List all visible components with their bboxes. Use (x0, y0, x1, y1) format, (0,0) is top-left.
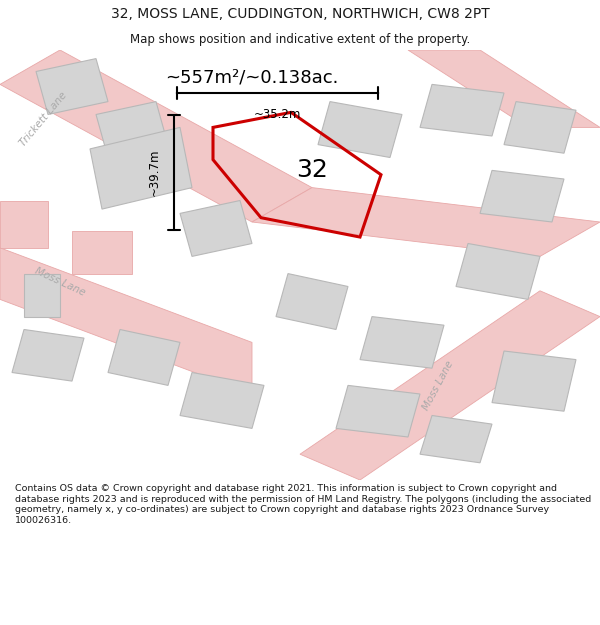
Text: Trickett Lane: Trickett Lane (17, 90, 69, 148)
Text: ~39.7m: ~39.7m (148, 149, 161, 196)
Polygon shape (252, 188, 600, 256)
Polygon shape (12, 329, 84, 381)
Polygon shape (0, 201, 48, 248)
Polygon shape (420, 84, 504, 136)
Polygon shape (96, 102, 168, 158)
Text: Contains OS data © Crown copyright and database right 2021. This information is : Contains OS data © Crown copyright and d… (15, 484, 591, 524)
Polygon shape (420, 416, 492, 462)
Polygon shape (300, 291, 600, 480)
Polygon shape (24, 274, 60, 317)
Polygon shape (360, 317, 444, 368)
Polygon shape (336, 386, 420, 437)
Polygon shape (0, 50, 312, 222)
Text: Moss Lane: Moss Lane (421, 359, 455, 412)
Text: ~35.2m: ~35.2m (254, 108, 301, 121)
Polygon shape (456, 244, 540, 299)
Text: 32: 32 (296, 158, 328, 182)
Polygon shape (180, 201, 252, 256)
Polygon shape (276, 274, 348, 329)
Polygon shape (492, 351, 576, 411)
Text: Moss Lane: Moss Lane (33, 266, 87, 298)
Polygon shape (180, 372, 264, 428)
Polygon shape (72, 231, 132, 274)
Polygon shape (318, 102, 402, 158)
Polygon shape (90, 127, 192, 209)
Polygon shape (36, 59, 108, 114)
Polygon shape (108, 329, 180, 386)
Polygon shape (0, 248, 252, 394)
Text: 32, MOSS LANE, CUDDINGTON, NORTHWICH, CW8 2PT: 32, MOSS LANE, CUDDINGTON, NORTHWICH, CW… (110, 7, 490, 21)
Polygon shape (408, 50, 600, 127)
Text: ~557m²/~0.138ac.: ~557m²/~0.138ac. (166, 69, 338, 87)
Polygon shape (480, 171, 564, 222)
Polygon shape (504, 102, 576, 153)
Text: Map shows position and indicative extent of the property.: Map shows position and indicative extent… (130, 32, 470, 46)
